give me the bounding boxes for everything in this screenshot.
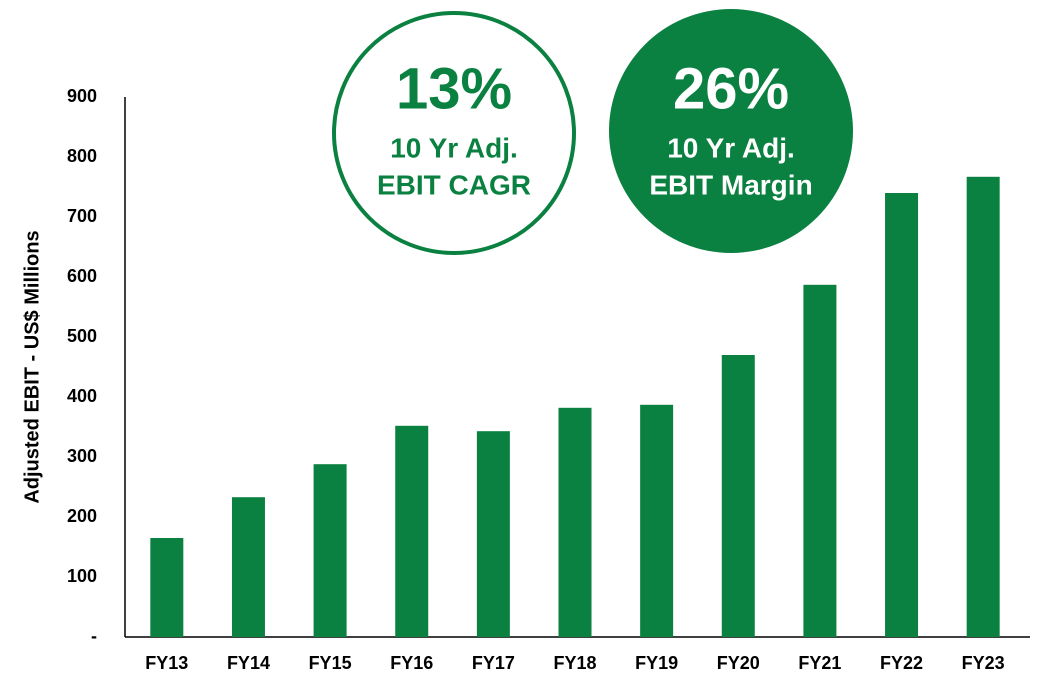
x-tick-label: FY19 bbox=[635, 653, 678, 673]
bar bbox=[640, 404, 674, 637]
bar bbox=[966, 176, 1000, 638]
bar bbox=[476, 431, 510, 637]
x-tick-label: FY18 bbox=[553, 653, 596, 673]
x-tick-label: FY14 bbox=[227, 653, 270, 673]
y-tick-label: 500 bbox=[67, 326, 97, 346]
annotation-headline: 13% bbox=[396, 56, 512, 121]
y-tick-label: 800 bbox=[67, 146, 97, 166]
annotation-line: 10 Yr Adj. bbox=[667, 132, 795, 163]
y-tick-label: 200 bbox=[67, 506, 97, 526]
x-tick-label: FY23 bbox=[962, 653, 1005, 673]
annotation-line: EBIT CAGR bbox=[377, 169, 531, 200]
annotation-circle bbox=[332, 11, 576, 255]
annotation-headline: 26% bbox=[673, 56, 789, 121]
y-tick-label: 900 bbox=[67, 86, 97, 106]
x-tick-label: FY16 bbox=[390, 653, 433, 673]
annotation-circle bbox=[609, 9, 853, 253]
bar bbox=[885, 193, 919, 637]
x-tick-label: FY22 bbox=[880, 653, 923, 673]
x-tick-label: FY13 bbox=[145, 653, 188, 673]
bar bbox=[231, 497, 265, 637]
y-tick-label: 600 bbox=[67, 266, 97, 286]
x-tick-label: FY20 bbox=[717, 653, 760, 673]
y-tick-label: - bbox=[91, 626, 97, 646]
x-tick-label: FY15 bbox=[309, 653, 352, 673]
y-tick-label: 400 bbox=[67, 386, 97, 406]
y-tick-label: 300 bbox=[67, 446, 97, 466]
x-tick-label: FY17 bbox=[472, 653, 515, 673]
y-axis-label: Adjusted EBIT - US$ Millions bbox=[21, 230, 43, 503]
bar bbox=[395, 425, 429, 637]
x-tick-label: FY21 bbox=[798, 653, 841, 673]
bar bbox=[721, 355, 755, 637]
bar bbox=[558, 407, 592, 637]
y-tick-label: 700 bbox=[67, 206, 97, 226]
bar bbox=[313, 464, 347, 637]
bar bbox=[803, 284, 837, 637]
annotation-line: EBIT Margin bbox=[649, 169, 812, 200]
annotation-line: 10 Yr Adj. bbox=[390, 132, 518, 163]
bar bbox=[150, 538, 184, 637]
y-tick-label: 100 bbox=[67, 566, 97, 586]
